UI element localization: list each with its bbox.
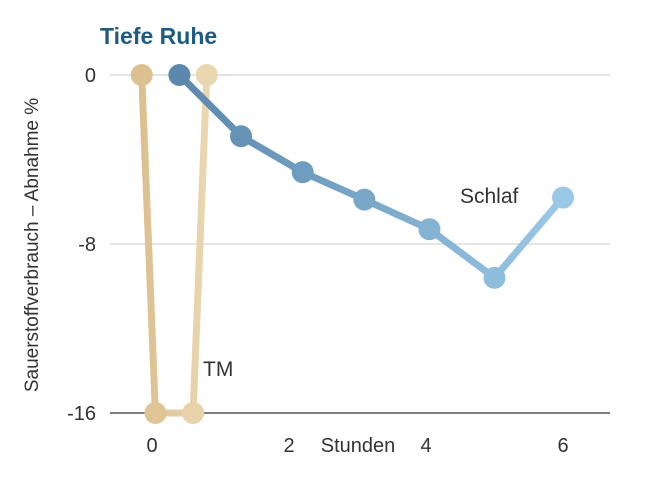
x-tick-label: 6: [557, 435, 568, 457]
data-point-tm: [130, 64, 153, 86]
data-point-schlaf: [418, 218, 441, 241]
x-tick-label: 2: [283, 435, 294, 457]
data-point-schlaf: [168, 64, 191, 86]
data-point-schlaf: [483, 266, 506, 289]
series-layer: [130, 64, 574, 424]
data-point-tm: [144, 402, 167, 424]
data-point-schlaf: [552, 186, 574, 209]
series-labels: TM Schlaf: [203, 185, 519, 381]
data-point-tm: [195, 64, 218, 86]
series-label-schlaf: Schlaf: [460, 185, 519, 208]
y-tick-label: -16: [67, 403, 96, 425]
data-point-tm: [182, 402, 205, 424]
y-tick-label: -8: [78, 234, 96, 256]
y-tick-label: 0: [85, 65, 96, 87]
series-line-schlaf: [175, 71, 567, 282]
x-tick-label: 4: [420, 435, 431, 457]
data-point-schlaf: [353, 188, 376, 211]
chart-title: Tiefe Ruhe: [100, 23, 217, 49]
x-tick-label: 0: [146, 435, 157, 457]
series-line-tm: [138, 71, 211, 417]
y-axis-label: Sauerstoffverbrauch – Abnahme %: [22, 98, 43, 392]
x-axis-label: Stunden: [321, 435, 396, 457]
data-point-schlaf: [230, 125, 253, 148]
data-point-schlaf: [291, 161, 314, 184]
series-label-tm: TM: [203, 358, 233, 381]
